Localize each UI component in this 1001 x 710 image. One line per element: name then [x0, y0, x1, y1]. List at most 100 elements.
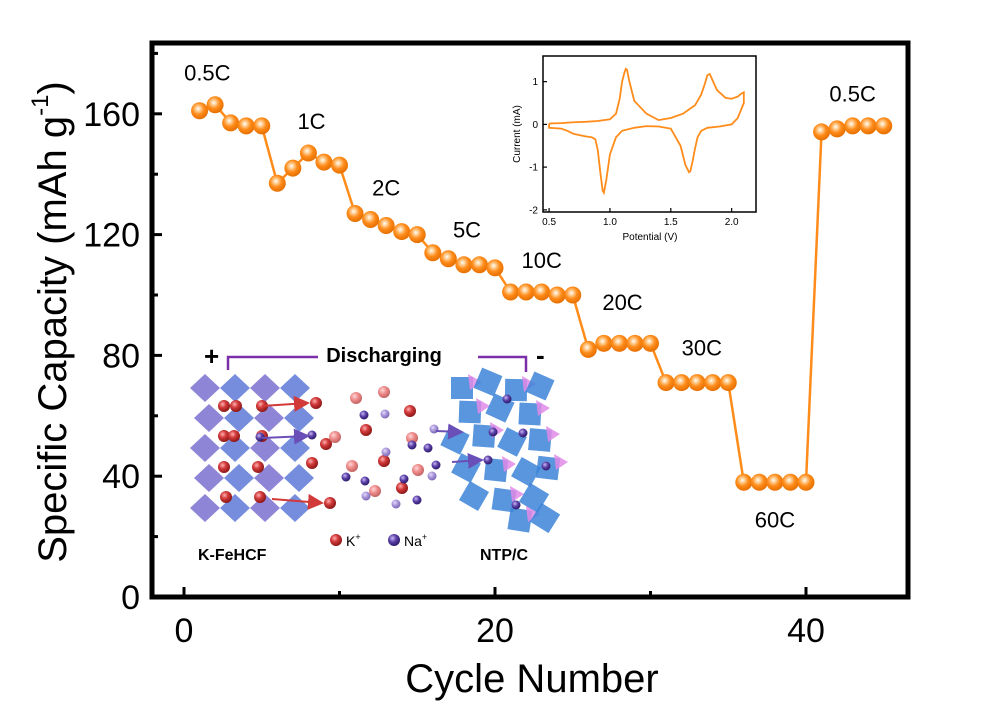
data-point: [299, 144, 317, 162]
discharge-schematic-inset: + Discharging - K+ Na+ K-FeHCF NTP/C: [190, 340, 568, 564]
framework-octahedron: [220, 374, 250, 402]
data-point: [595, 334, 613, 352]
k-ion: [218, 461, 230, 473]
data-point: [222, 114, 240, 132]
plot-frame: [149, 40, 911, 600]
x-axis: 0 20 40: [175, 587, 825, 650]
k-ion: [378, 386, 390, 398]
data-point: [750, 473, 768, 491]
na-ion: [380, 409, 390, 419]
k-ion: [346, 460, 358, 472]
framework-octahedron: [194, 404, 224, 432]
y-axis-title: Specific Capacity (mAh g-1): [27, 81, 75, 563]
y-axis: 0 40 80 120 160: [83, 51, 162, 617]
k-arrow: [271, 493, 324, 510]
na-ion: [361, 491, 371, 501]
na-ion: [427, 471, 437, 481]
na-ion: [255, 432, 265, 442]
data-point: [610, 334, 628, 352]
y-tick-label: 0: [121, 579, 140, 617]
data-point: [719, 374, 737, 392]
x-tick-label: 20: [476, 612, 514, 650]
data-point: [797, 473, 815, 491]
data-point: [704, 374, 722, 392]
discharging-label: Discharging: [326, 345, 442, 367]
series-markers: [191, 96, 893, 491]
data-point: [517, 283, 535, 301]
na-arrow: [435, 423, 464, 440]
data-point: [688, 374, 706, 392]
k-ion: [320, 438, 332, 450]
rate-label: 0.5C: [829, 82, 876, 107]
rate-label: 10C: [521, 248, 561, 273]
data-point: [813, 123, 831, 141]
na-ion: [483, 455, 493, 465]
k-ion: [360, 424, 372, 436]
framework-tetrahedron: [554, 454, 568, 470]
framework-octahedron: [190, 374, 220, 402]
data-point: [393, 223, 411, 241]
framework-octahedron: [284, 464, 314, 492]
framework-octahedron: [440, 425, 470, 455]
cv-curve: [548, 67, 745, 196]
framework-tetrahedron: [476, 398, 490, 414]
framework-octahedron: [491, 487, 517, 513]
cv-x-tick-label: 1.0: [603, 217, 617, 228]
framework-octahedron: [507, 507, 533, 533]
framework-octahedron: [458, 400, 482, 424]
y-axis-title-group: Specific Capacity (mAh g-1): [27, 81, 75, 563]
k-arrow: [261, 395, 310, 412]
framework-octahedron: [518, 402, 542, 426]
rate-annotations: 0.5C 1C 2C 5C 10C 20C 30C 60C 0.5C: [184, 61, 876, 533]
rate-label: 30C: [682, 335, 722, 360]
framework-tetrahedron: [510, 486, 524, 502]
data-point: [875, 117, 893, 135]
framework-octahedron: [194, 464, 224, 492]
data-point: [548, 286, 566, 304]
framework-octahedron: [280, 374, 310, 402]
framework-octahedron: [250, 434, 280, 462]
k-ion: [310, 397, 322, 409]
cv-x-tick-label: 0.5: [542, 217, 556, 228]
data-point: [284, 159, 302, 177]
positive-sign: +: [204, 341, 219, 371]
data-point: [424, 244, 442, 262]
data-point: [657, 374, 675, 392]
framework-octahedron: [451, 453, 481, 483]
cv-y-tick-label: 0: [532, 120, 538, 131]
cv-y-tick-label: -2: [529, 205, 538, 216]
framework-tetrahedron: [546, 426, 560, 442]
framework-octahedron: [280, 434, 310, 462]
na-ion: [391, 499, 401, 509]
cv-y-tick-label: -1: [529, 163, 538, 174]
data-point: [781, 473, 799, 491]
rate-label: 5C: [453, 218, 481, 243]
cv-x-tick-label: 2.0: [725, 217, 739, 228]
framework-octahedron: [220, 434, 250, 462]
electrolyte-ions: [218, 386, 551, 510]
k-ion: [404, 405, 416, 417]
k-ion: [228, 430, 240, 442]
cv-x-tick-label: 1.5: [664, 217, 678, 228]
data-point: [564, 286, 582, 304]
framework-tetrahedron: [502, 456, 516, 472]
k-ion: [350, 392, 362, 404]
data-point: [253, 117, 271, 135]
framework-octahedron: [458, 480, 490, 512]
data-point: [455, 256, 473, 274]
data-point: [408, 226, 426, 244]
rate-label: 1C: [297, 109, 325, 134]
data-point: [533, 283, 551, 301]
k-fehcf-framework: [190, 374, 314, 522]
ntp-c-framework: [440, 367, 568, 534]
k-ion: [369, 485, 381, 497]
na-ion: [429, 424, 439, 434]
x-tick-label: 40: [787, 612, 825, 650]
framework-octahedron: [190, 494, 220, 522]
data-point: [377, 217, 395, 235]
rate-label: 0.5C: [184, 61, 231, 86]
right-electrode-label: NTP/C: [480, 547, 528, 564]
y-tick-label: 80: [102, 337, 140, 375]
na-ion: [360, 476, 370, 486]
